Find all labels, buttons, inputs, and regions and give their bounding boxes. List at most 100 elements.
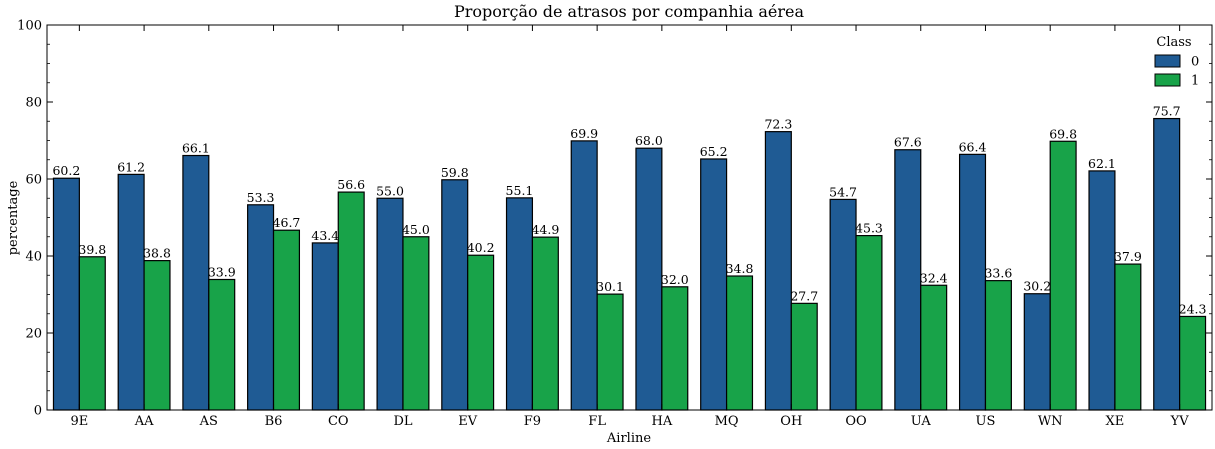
plot-area: 60.2 61.2 66.1 53.3 43.4 55.0 59.8 55.1 69.9 68.0… <box>17 19 1213 429</box>
x-tick-label-9E: 9E <box>70 414 88 429</box>
data-label-AA-class-1: 38.8 <box>143 246 171 261</box>
bar-WN-class-0 <box>1023 293 1051 411</box>
x-tick-label-US: US <box>976 414 996 429</box>
bar-F9-class-0 <box>505 197 534 411</box>
y-tick-label: 20 <box>25 327 42 342</box>
x-tick-label-HA: HA <box>651 414 672 429</box>
x-tick-label-AA: AA <box>134 414 154 429</box>
data-label-9E-class-1: 39.8 <box>78 242 106 257</box>
bar-MQ-class-1 <box>725 275 754 411</box>
bar-EV-class-1 <box>467 254 495 411</box>
data-label-OH-class-0: 72.3 <box>764 117 792 132</box>
legend-title: Class <box>1156 35 1191 50</box>
bar-WN-class-1 <box>1049 140 1077 411</box>
x-tick-label-AS: AS <box>199 414 218 429</box>
bar-CO-class-1 <box>337 191 365 411</box>
bar-US-class-1 <box>984 280 1012 411</box>
y-tick-label: 40 <box>25 250 42 265</box>
data-label-WN-class-1: 69.8 <box>1049 126 1077 141</box>
x-tick-label-FL: FL <box>588 414 606 429</box>
data-label-UA-class-1: 32.4 <box>920 270 948 285</box>
legend-label-class-0: 0 <box>1191 55 1199 70</box>
x-tick-label-WN: WN <box>1038 414 1063 429</box>
data-label-DL-class-0: 55.0 <box>376 183 404 198</box>
bar-YV-class-1 <box>1179 315 1207 411</box>
data-label-9E-class-0: 60.2 <box>52 163 80 178</box>
bar-AA-class-0 <box>117 173 145 411</box>
x-tick-label-EV: EV <box>458 414 477 429</box>
bar-UA-class-0 <box>894 149 922 411</box>
bar-HA-class-0 <box>635 147 663 411</box>
x-tick-label-YV: YV <box>1170 414 1190 429</box>
bar-HA-class-1 <box>661 286 689 411</box>
bar-DL-class-0 <box>376 197 404 411</box>
bar-XE-class-1 <box>1114 263 1142 411</box>
data-label-EV-class-0: 59.8 <box>441 165 469 180</box>
data-label-US-class-1: 33.6 <box>984 266 1012 281</box>
bar-US-class-0 <box>958 153 987 411</box>
data-label-FL-class-0: 69.9 <box>570 126 598 141</box>
data-label-OO-class-1: 45.3 <box>855 221 883 236</box>
bar-EV-class-0 <box>441 179 469 411</box>
x-axis-title: Airline <box>606 431 651 446</box>
legend-swatch-class-1 <box>1154 73 1181 87</box>
y-tick-label: 100 <box>17 19 42 34</box>
data-label-FL-class-1: 30.1 <box>596 279 624 294</box>
x-tick-label-OH: OH <box>780 414 802 429</box>
bar-OH-class-0 <box>764 131 792 411</box>
data-label-AS-class-0: 66.1 <box>182 141 210 156</box>
data-label-WN-class-0: 30.2 <box>1023 279 1051 294</box>
data-label-B6-class-1: 46.7 <box>273 215 301 230</box>
bar-F9-class-1 <box>531 236 559 411</box>
data-label-B6-class-0: 53.3 <box>247 190 275 205</box>
bar-DL-class-1 <box>402 236 430 411</box>
bar-UA-class-1 <box>920 284 948 411</box>
y-axis-title: percentage <box>6 180 21 255</box>
y-tick-label: 60 <box>25 173 42 188</box>
data-label-XE-class-0: 62.1 <box>1088 156 1116 171</box>
data-label-MQ-class-1: 34.8 <box>726 261 754 276</box>
data-label-F9-class-0: 55.1 <box>506 183 534 198</box>
x-tick-label-UA: UA <box>911 414 932 429</box>
bar-9E-class-1 <box>78 256 106 411</box>
data-label-DL-class-1: 45.0 <box>402 222 430 237</box>
x-tick-label-DL: DL <box>393 414 412 429</box>
data-label-CO-class-1: 56.6 <box>337 177 365 192</box>
data-label-UA-class-0: 67.6 <box>894 135 922 150</box>
bar-OH-class-1 <box>790 302 818 411</box>
legend: Class 0 1 <box>1154 35 1199 89</box>
chart-title: Proporção de atrasos por companhia aérea <box>454 2 805 21</box>
bar-OO-class-0 <box>829 198 857 411</box>
bar-B6-class-0 <box>247 204 275 411</box>
bar-CO-class-0 <box>311 242 339 411</box>
data-label-F9-class-1: 44.9 <box>531 222 559 237</box>
data-label-US-class-0: 66.4 <box>959 139 987 154</box>
data-label-OH-class-1: 27.7 <box>790 288 818 303</box>
bar-FL-class-1 <box>596 293 624 411</box>
bar-B6-class-1 <box>272 229 301 411</box>
data-label-AA-class-0: 61.2 <box>117 159 145 174</box>
data-label-AS-class-1: 33.9 <box>208 264 236 279</box>
legend-swatch-class-0 <box>1154 54 1181 68</box>
data-label-YV-class-1: 24.3 <box>1179 301 1207 316</box>
x-tick-label-F9: F9 <box>524 414 541 429</box>
data-label-HA-class-0: 68.0 <box>635 133 663 148</box>
data-label-EV-class-1: 40.2 <box>467 240 495 255</box>
bar-AA-class-1 <box>143 260 171 411</box>
y-tick-label: 80 <box>25 96 42 111</box>
x-tick-label-MQ: MQ <box>715 414 739 429</box>
data-label-CO-class-0: 43.4 <box>311 228 339 243</box>
y-tick-label: 0 <box>34 404 42 419</box>
bar-MQ-class-0 <box>700 158 728 411</box>
x-tick-label-CO: CO <box>328 414 349 429</box>
x-tick-label-XE: XE <box>1106 414 1125 429</box>
data-label-MQ-class-0: 65.2 <box>700 144 728 159</box>
bar-XE-class-0 <box>1088 170 1116 411</box>
data-label-HA-class-1: 32.0 <box>661 272 689 287</box>
legend-label-class-1: 1 <box>1191 74 1199 89</box>
data-label-XE-class-1: 37.9 <box>1114 249 1142 264</box>
bar-YV-class-0 <box>1153 117 1181 411</box>
bar-AS-class-0 <box>182 154 210 411</box>
x-tick-label-OO: OO <box>845 414 866 429</box>
